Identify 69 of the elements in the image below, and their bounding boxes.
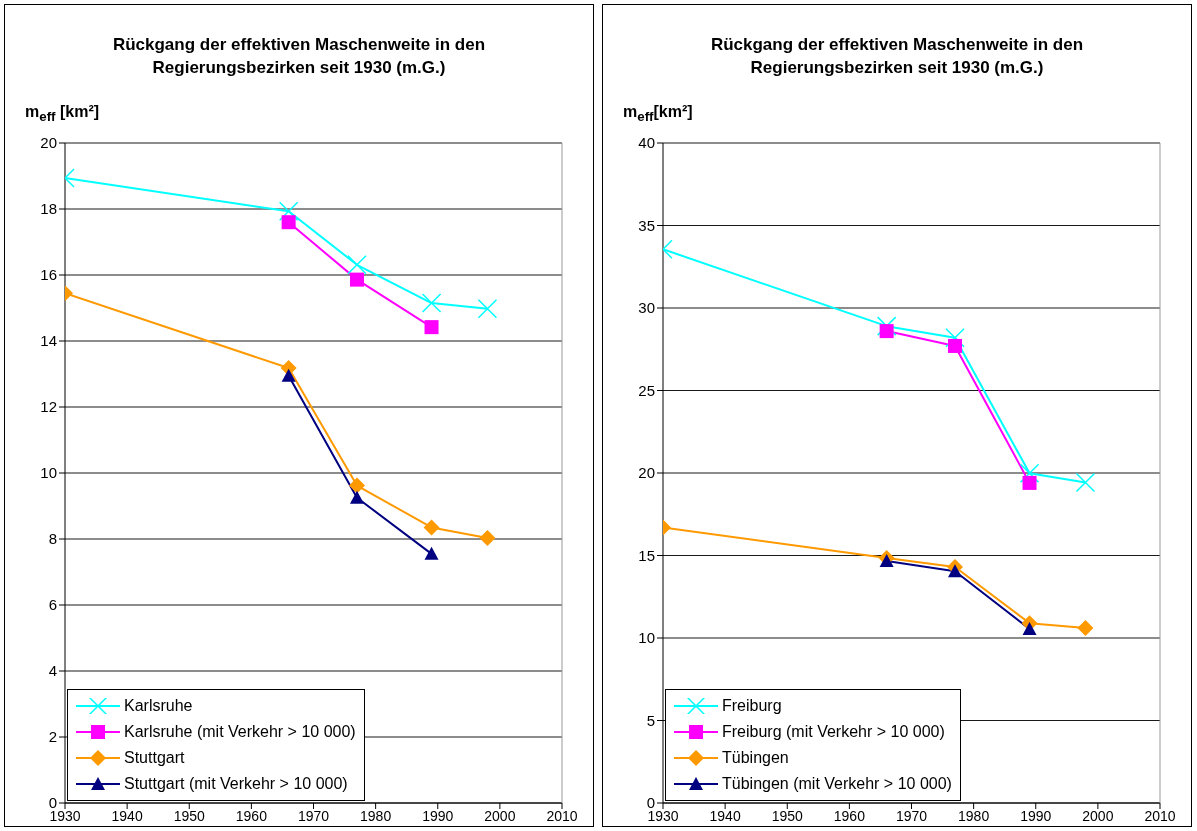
point [281, 368, 296, 382]
x-tick-label: 1950 [771, 807, 804, 824]
y-tick-label: 2 [48, 728, 57, 746]
legend-label: Freiburg (mit Verkehr > 10 000) [722, 723, 945, 741]
x-tick-label: 1980 [360, 807, 392, 824]
y-tick-label: 8 [48, 530, 57, 548]
point [876, 316, 897, 336]
chart-title: Rückgang der effektiven Maschenweite in den Regierungsbezirken seit 1930 (m.G.) [112, 35, 486, 77]
x-tick-label: 1940 [709, 807, 741, 824]
point [348, 477, 365, 494]
x-tick-label: 1960 [235, 807, 268, 824]
y-tick-label: 20 [638, 464, 655, 482]
point [945, 327, 965, 348]
legend-label: Karlsruhe (mit Verkehr > 10 000) [124, 723, 356, 741]
y-tick-label: 30 [638, 299, 655, 317]
point [477, 298, 498, 319]
point [421, 293, 442, 313]
y-tick-label: 15 [638, 546, 655, 564]
y-tick-label: 10 [40, 464, 57, 482]
legend-label: Stuttgart (mit Verkehr > 10 000) [124, 775, 348, 793]
point [423, 519, 440, 536]
x-tick-label: 2010 [546, 807, 578, 824]
point [947, 564, 962, 578]
legend-label: Karlsruhe [124, 697, 193, 715]
y-axis-title: m$_{eff}$ [km²] [25, 103, 100, 125]
point [1022, 621, 1037, 635]
x-tick-label: 1970 [895, 807, 928, 824]
x-tick-label: 1990 [422, 807, 454, 824]
y-tick-label: 6 [48, 596, 57, 614]
y-tick-label: 40 [638, 134, 655, 152]
y-tick-label: 18 [40, 200, 57, 218]
point [424, 546, 439, 560]
x-tick-label: 1980 [958, 807, 990, 824]
chart-title: Rückgang der effektiven Maschenweite in den Regierungsbezirken seit 1930 (m.G.) [710, 35, 1084, 77]
legend-label: Tübingen (mit Verkehr > 10 000) [722, 775, 952, 793]
y-tick-label: 35 [638, 216, 655, 234]
point [278, 201, 299, 222]
x-tick-label: 2000 [484, 807, 516, 824]
point [281, 215, 296, 230]
point [879, 324, 894, 339]
x-tick-label: 2010 [1144, 807, 1176, 824]
y-tick-label: 20 [40, 134, 57, 152]
legend-label: Freiburg [722, 697, 782, 715]
x-tick-label: 1960 [833, 807, 866, 824]
point [479, 530, 496, 547]
point [347, 255, 367, 275]
y-axis-title: m$_{eff}$[km²] [623, 103, 693, 125]
y-tick-label: 12 [40, 398, 57, 416]
y-tick-label: 25 [638, 381, 655, 399]
x-tick-label: 2000 [1082, 807, 1114, 824]
y-tick-label: 14 [40, 332, 57, 350]
legend-label: Stuttgart [124, 749, 185, 767]
point [1019, 463, 1040, 484]
point [349, 272, 364, 287]
y-tick-label: 5 [646, 711, 655, 729]
point [424, 320, 439, 335]
point [1075, 472, 1096, 493]
point [1077, 620, 1094, 637]
y-tick-label: 4 [48, 662, 57, 680]
y-tick-label: 16 [40, 266, 57, 284]
point [349, 490, 364, 504]
point [947, 338, 962, 353]
x-tick-label: 1990 [1020, 807, 1052, 824]
y-tick-label: 10 [638, 629, 655, 647]
x-tick-label: 1940 [111, 807, 143, 824]
x-tick-label: 1970 [297, 807, 330, 824]
x-tick-label: 1950 [173, 807, 206, 824]
legend-label: Tübingen [722, 749, 789, 767]
point [1022, 475, 1037, 490]
